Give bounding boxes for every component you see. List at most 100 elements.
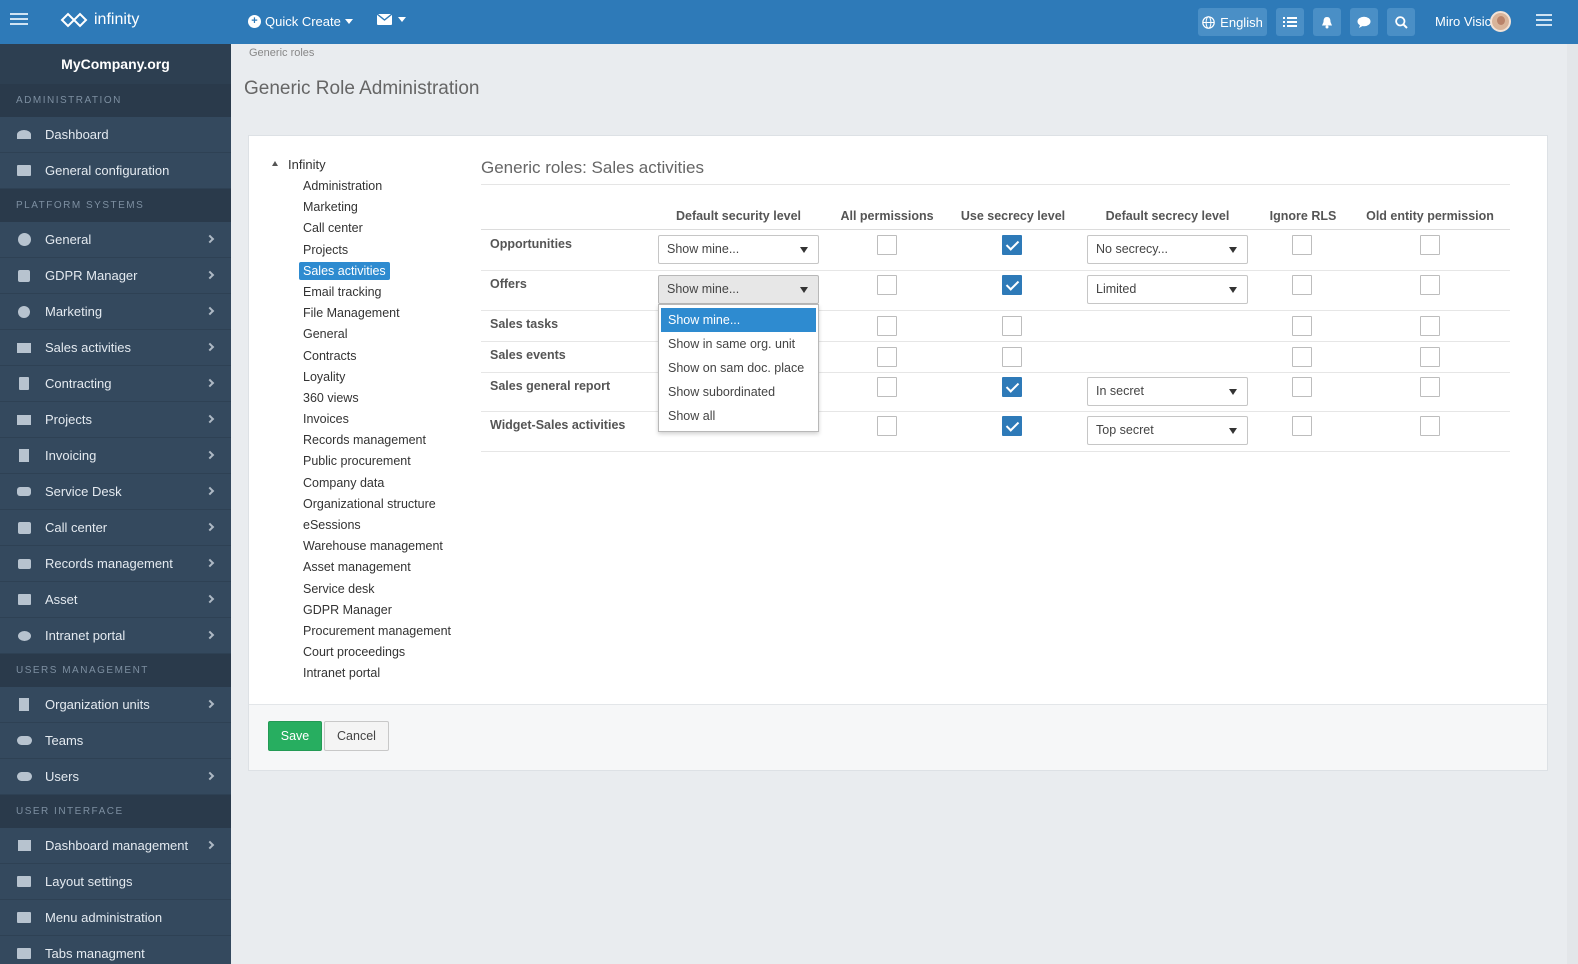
ignore-rls-checkbox[interactable] [1292,315,1312,336]
language-button[interactable]: English [1198,8,1267,36]
quick-create-button[interactable]: + Quick Create [248,14,353,29]
use-secrecy-checkbox[interactable] [1002,235,1022,255]
mail-menu-button[interactable] [377,14,406,25]
tree-item[interactable]: Procurement management [299,621,455,642]
sidebar-item-organization-units[interactable]: Organization units [0,687,231,723]
all-permissions-checkbox[interactable] [877,275,897,295]
old-entity-permission-checkbox[interactable] [1420,346,1440,367]
tree-item[interactable]: Court proceedings [299,642,455,663]
use-secrecy-checkbox[interactable] [1002,377,1022,397]
tree-item[interactable]: Records management [299,430,455,451]
tree-item[interactable]: Organizational structure [299,494,455,515]
sidebar-item-tabs-managment[interactable]: Tabs managment [0,936,231,964]
messages-button[interactable] [1350,8,1378,36]
sidebar-item-teams[interactable]: Teams [0,723,231,759]
ignore-rls-checkbox[interactable] [1292,275,1312,295]
old-entity-permission-checkbox[interactable] [1420,377,1440,397]
sidebar-item-marketing[interactable]: Marketing [0,294,231,330]
tree-item[interactable]: Sales activities [299,261,455,282]
right-panel-toggle-icon[interactable] [1536,14,1552,29]
old-entity-permission-checkbox[interactable] [1420,235,1440,255]
tree-item[interactable]: Invoices [299,409,455,430]
sidebar-item-menu-administration[interactable]: Menu administration [0,900,231,936]
tree-item[interactable]: Public procurement [299,451,455,472]
use-secrecy-checkbox[interactable] [1002,346,1022,367]
sidebar-item-layout-settings[interactable]: Layout settings [0,864,231,900]
all-permissions-checkbox[interactable] [877,315,897,336]
old-entity-permission-checkbox[interactable] [1420,315,1440,336]
tree-item[interactable]: Call center [299,218,455,239]
tree-item[interactable]: Email tracking [299,282,455,303]
dropdown-option[interactable]: Show all [668,409,716,423]
ignore-rls-checkbox[interactable] [1292,235,1312,255]
ignore-rls-checkbox[interactable] [1292,416,1312,436]
sidebar-item-dashboard-management[interactable]: Dashboard management [0,828,231,864]
ignore-rls-checkbox[interactable] [1292,346,1312,367]
cancel-button[interactable]: Cancel [324,721,389,751]
tree-item[interactable]: Projects [299,240,455,261]
tree-item-label: Asset management [303,560,411,575]
sidebar-item-sales-activities[interactable]: Sales activities [0,330,231,366]
secrecy-level-select[interactable]: Limited [1087,275,1248,304]
tree-item[interactable]: Warehouse management [299,536,455,557]
secrecy-level-select[interactable]: In secret [1087,377,1248,406]
all-permissions-checkbox[interactable] [877,377,897,397]
company-name[interactable]: MyCompany.org [0,44,231,84]
breadcrumb[interactable]: Generic roles [249,47,315,59]
tree-item[interactable]: Marketing [299,197,455,218]
dropdown-option[interactable]: Show on sam doc. place [668,361,805,375]
search-button[interactable] [1387,8,1415,36]
old-entity-permission-checkbox[interactable] [1420,275,1440,295]
sidebar-item-general-configuration[interactable]: General configuration [0,153,231,189]
security-level-select[interactable]: Show mine... [658,235,819,264]
secrecy-level-select[interactable]: Top secret [1087,416,1248,445]
sidebar-item-intranet-portal[interactable]: Intranet portal [0,618,231,654]
use-secrecy-checkbox[interactable] [1002,416,1022,436]
tree-item[interactable]: Service desk [299,579,455,600]
tree-collapse-icon[interactable] [272,161,278,166]
row-divider [481,451,1510,452]
app-logo[interactable]: infinity [60,11,139,29]
tasks-button[interactable] [1276,8,1304,36]
tree-item[interactable]: Contracts [299,346,455,367]
sidebar-item-invoicing[interactable]: Invoicing [0,438,231,474]
sidebar-item-dashboard[interactable]: Dashboard [0,117,231,153]
tree-item[interactable]: 360 views [299,388,455,409]
sidebar-item-call-center[interactable]: Call center [0,510,231,546]
sidebar-item-projects[interactable]: Projects [0,402,231,438]
dropdown-option[interactable]: Show subordinated [668,385,776,399]
sidebar-item-records-management[interactable]: Records management [0,546,231,582]
secrecy-level-select[interactable]: No secrecy... [1087,235,1248,264]
all-permissions-checkbox[interactable] [877,235,897,255]
all-permissions-checkbox[interactable] [877,346,897,367]
save-button[interactable]: Save [268,721,322,751]
old-entity-permission-checkbox[interactable] [1420,416,1440,436]
tree-item[interactable]: eSessions [299,515,455,536]
sidebar-item-users[interactable]: Users [0,759,231,795]
tree-item[interactable]: Administration [299,176,455,197]
tree-item[interactable]: Asset management [299,557,455,578]
tree-item[interactable]: File Management [299,303,455,324]
use-secrecy-checkbox[interactable] [1002,275,1022,295]
use-secrecy-checkbox[interactable] [1002,315,1022,336]
tree-root[interactable]: Infinity [288,157,326,172]
sidebar-item-contracting[interactable]: Contracting [0,366,231,402]
dropdown-option[interactable]: Show in same org. unit [668,337,796,351]
tree-item[interactable]: Company data [299,473,455,494]
tree-item[interactable]: General [299,324,455,345]
all-permissions-checkbox[interactable] [877,416,897,436]
user-name[interactable]: Miro Visic [1435,14,1492,29]
security-level-select[interactable]: Show mine... [658,275,819,304]
ignore-rls-checkbox[interactable] [1292,377,1312,397]
dropdown-option[interactable]: Show mine... [661,308,816,332]
tree-item[interactable]: Loyality [299,367,455,388]
avatar[interactable] [1490,11,1511,32]
sidebar-item-gdpr-manager[interactable]: GDPR Manager [0,258,231,294]
sidebar-toggle-icon[interactable] [10,13,28,29]
notifications-button[interactable] [1313,8,1341,36]
tree-item[interactable]: Intranet portal [299,663,455,684]
sidebar-item-general[interactable]: General [0,222,231,258]
sidebar-item-service-desk[interactable]: Service Desk [0,474,231,510]
tree-item[interactable]: GDPR Manager [299,600,455,621]
sidebar-item-asset[interactable]: Asset [0,582,231,618]
